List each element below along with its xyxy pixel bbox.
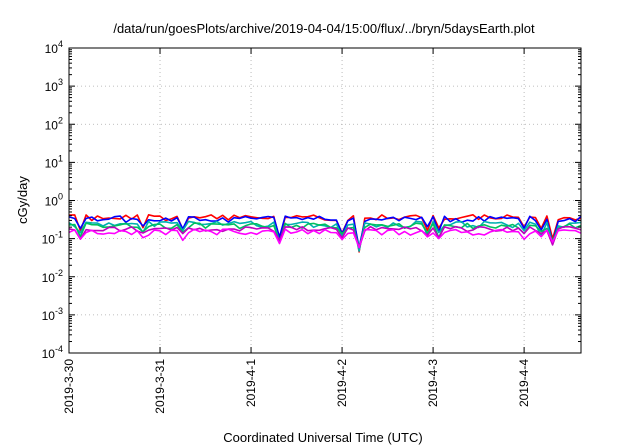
- series-line: [68, 220, 582, 252]
- x-tick-label: 2019-4-3: [426, 359, 440, 407]
- x-tick-label: 2019-3-31: [153, 359, 167, 414]
- series-line: [68, 215, 582, 249]
- y-tick-label: 101: [45, 153, 63, 170]
- series-line: [68, 222, 582, 248]
- y-axis: 10-4 10-3 10-2 10-1 100 101 102 103 104: [42, 39, 581, 361]
- y-tick-label: 10-4: [42, 344, 63, 361]
- x-tick-label: 2019-3-30: [62, 359, 76, 414]
- y-tick-label: 100: [45, 192, 63, 209]
- x-axis-label: Coordinated Universal Time (UTC): [223, 430, 422, 445]
- x-tick-label: 2019-4-1: [244, 359, 258, 407]
- y-tick-label: 10-2: [42, 268, 63, 285]
- grid: [68, 47, 581, 354]
- x-tick-label: 2019-4-4: [517, 359, 531, 407]
- y-axis-label: cGy/day: [15, 176, 30, 224]
- y-tick-label: 10-1: [42, 230, 63, 247]
- y-tick-label: 103: [45, 77, 63, 94]
- y-tick-label: 10-3: [42, 306, 63, 323]
- series-group: [68, 214, 582, 253]
- series-line: [68, 228, 582, 249]
- series-line: [68, 214, 582, 253]
- x-axis: 2019-3-30 2019-3-31 2019-4-1 2019-4-2 2019-4…: [62, 48, 531, 414]
- x-tick-label: 2019-4-2: [335, 359, 349, 407]
- y-tick-label: 102: [45, 115, 63, 132]
- chart-title: /data/run/goesPlots/archive/2019-04-04/1…: [113, 21, 535, 36]
- y-tick-label: 104: [45, 39, 63, 56]
